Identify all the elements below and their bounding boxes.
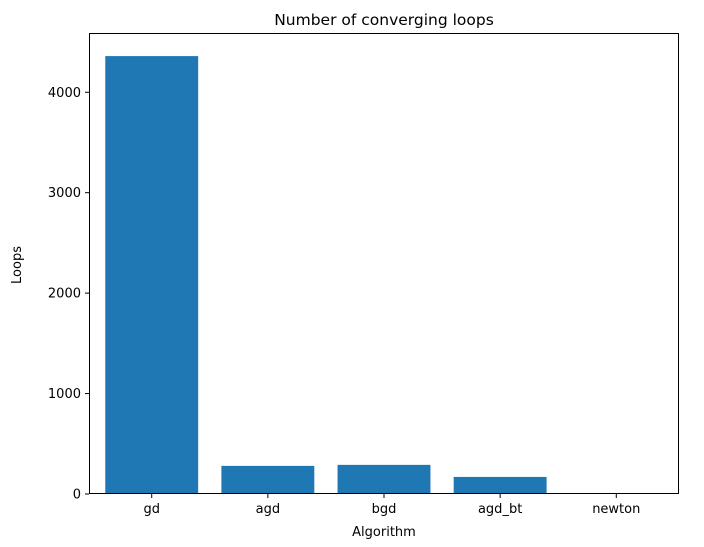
y-tick-label: 3000	[48, 186, 81, 201]
y-axis-label: Loops	[10, 246, 25, 284]
y-axis-ticks: 0 1000 2000 3000 4000	[48, 86, 89, 503]
x-tick-label: gd	[143, 502, 160, 517]
x-tick-label: newton	[592, 502, 640, 517]
x-tick-label: agd	[256, 502, 280, 517]
y-tick-label: 1000	[48, 387, 81, 402]
plot-frame	[89, 33, 679, 494]
y-tick-label: 0	[73, 488, 81, 503]
bar-gd	[105, 56, 199, 494]
y-tick-label: 4000	[48, 86, 81, 101]
x-tick-label: agd_bt	[478, 502, 522, 517]
bar-bgd	[337, 464, 431, 494]
bar-agd	[221, 465, 315, 494]
x-axis-label: Algorithm	[352, 525, 416, 540]
chart-title: Number of converging loops	[274, 11, 494, 29]
x-tick-label: bgd	[372, 502, 397, 517]
x-axis-ticks: gd agd bgd agd_bt newton	[143, 494, 640, 517]
bars-group	[105, 56, 663, 494]
y-tick-label: 2000	[48, 287, 81, 302]
bar-agd_bt	[453, 476, 547, 494]
